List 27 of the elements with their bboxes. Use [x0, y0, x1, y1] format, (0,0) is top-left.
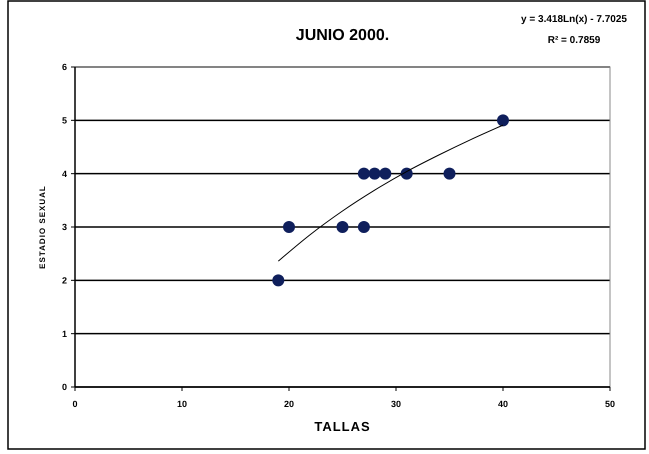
- text: R² = 0.7859: [548, 35, 601, 46]
- point: [444, 168, 456, 180]
- x-tick-label: 10: [176, 399, 188, 409]
- x-tick-label: 20: [284, 399, 294, 409]
- point: [368, 168, 381, 180]
- point: [283, 221, 295, 233]
- text: y = 3.418Ln(x) - 7.7025: [521, 14, 628, 25]
- chart-title: JUNIO 2000.: [296, 27, 390, 44]
- y-tick-label: 1: [62, 328, 67, 339]
- y-axis-title: ESTADIO SEXUAL: [38, 185, 47, 269]
- y-tick-label: 5: [62, 115, 67, 126]
- y-tick-label: 0: [62, 382, 67, 392]
- x-tick-label: 0: [72, 399, 78, 409]
- y-tick-label: 6: [62, 62, 67, 72]
- x-axis-title: TALLAS: [314, 419, 371, 434]
- x-tick-label: 40: [498, 399, 508, 409]
- y-tick-label: 3: [62, 222, 67, 232]
- y-tick-label: 4: [62, 168, 67, 179]
- point: [336, 221, 348, 233]
- point: [379, 168, 392, 180]
- y-tick-label: 2: [62, 275, 67, 286]
- point: [272, 274, 284, 286]
- x-tick-label: 50: [604, 399, 616, 409]
- point: [358, 221, 370, 233]
- point: [497, 114, 509, 126]
- point: [358, 168, 370, 180]
- x-tick-label: 30: [390, 399, 402, 409]
